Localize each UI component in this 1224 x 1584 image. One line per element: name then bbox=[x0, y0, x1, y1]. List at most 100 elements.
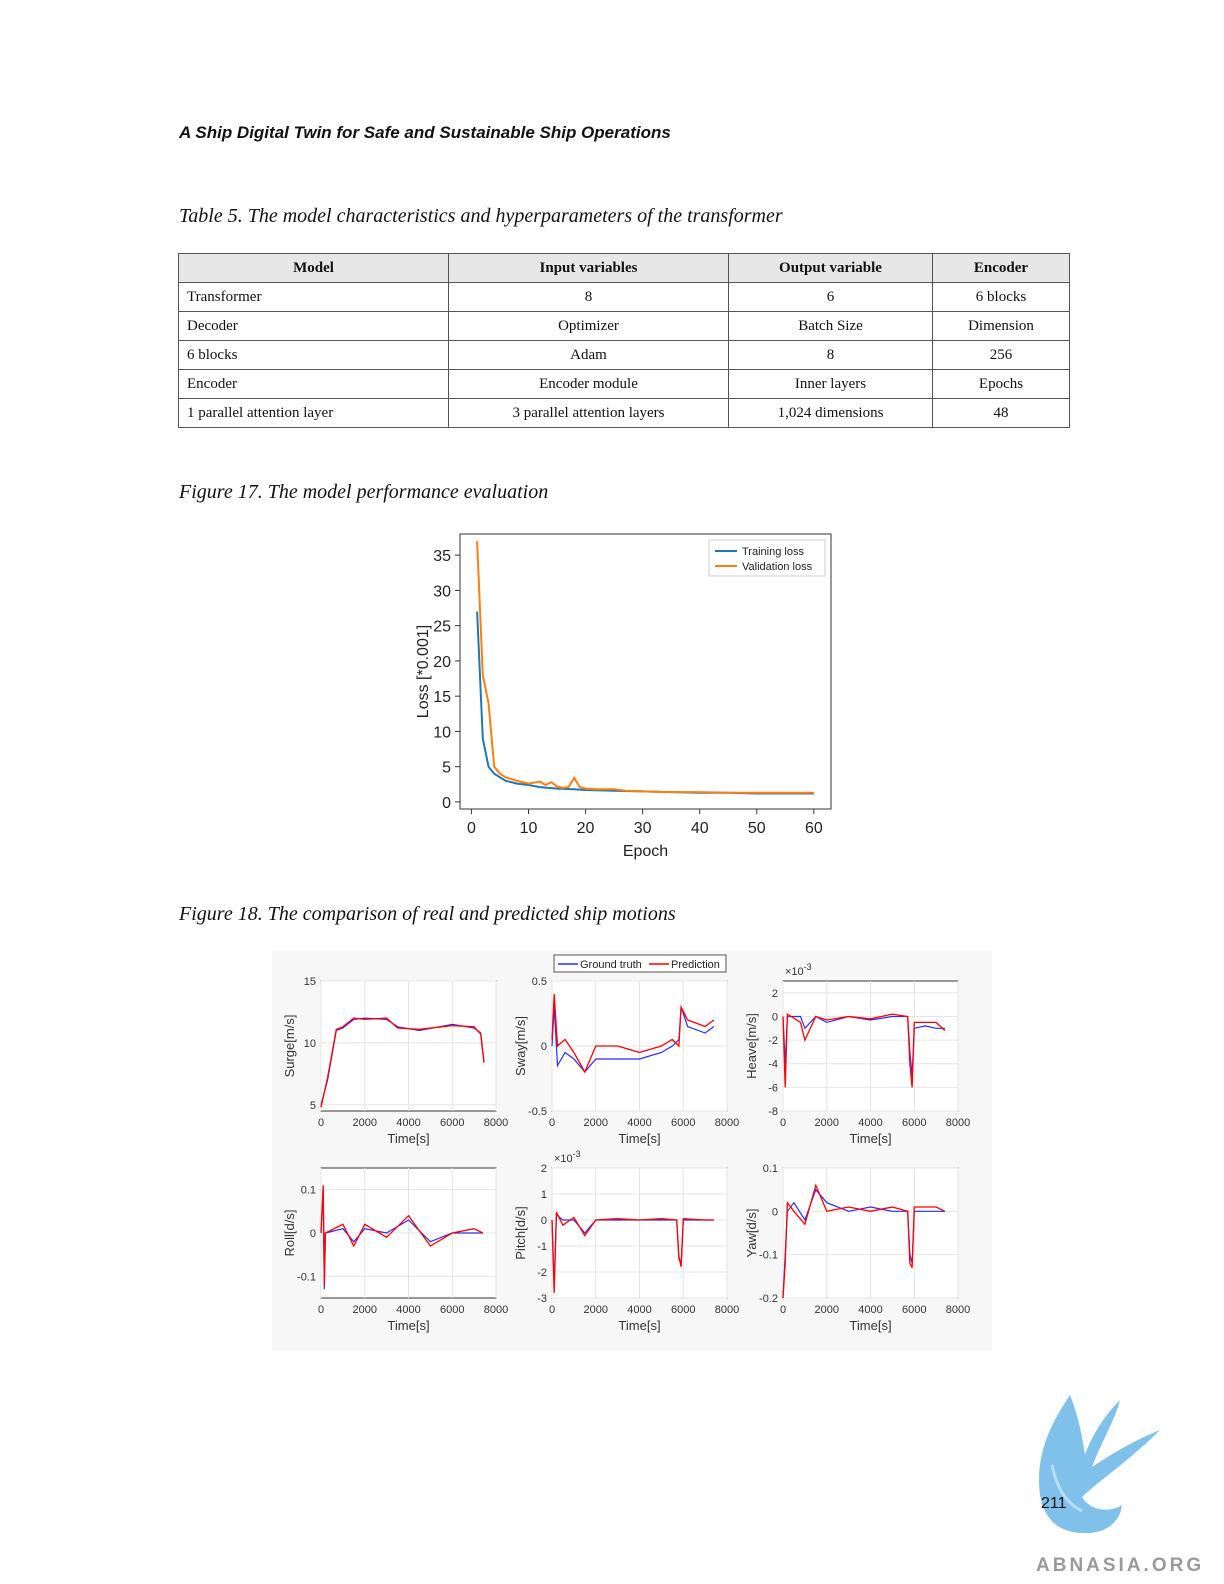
y-tick-label: 0.1 bbox=[763, 1163, 778, 1175]
x-tick-label: 4000 bbox=[858, 1304, 882, 1316]
x-tick-label: 6000 bbox=[902, 1117, 926, 1129]
y-axis-label: Sway[m/s] bbox=[513, 1016, 528, 1076]
y-tick-label: 0 bbox=[541, 1215, 547, 1227]
table-header-row: Model Input variables Output variable En… bbox=[178, 253, 1070, 283]
y-axis-label: Roll[d/s] bbox=[282, 1210, 297, 1257]
y-tick-label: 10 bbox=[304, 1038, 316, 1050]
y-tick-label: -0.1 bbox=[759, 1250, 778, 1262]
legend bbox=[708, 539, 826, 577]
y-tick-label: 0 bbox=[772, 1206, 778, 1218]
table-cell: 8 bbox=[448, 282, 729, 312]
y-tick-label: -0.1 bbox=[297, 1271, 316, 1283]
table-cell: Transformer bbox=[178, 282, 449, 312]
table-cell: Batch Size bbox=[728, 311, 933, 341]
watermark-bird-logo bbox=[1039, 1395, 1160, 1534]
prediction-line bbox=[782, 1012, 946, 1088]
legend-entry: Prediction bbox=[671, 959, 720, 971]
motion-panel: 0 2000 4000 6000 8000 5 10 15 Time[s] Surge[m/s] bbox=[282, 976, 508, 1146]
y-axis-label: Loss [*0.001] bbox=[415, 625, 432, 718]
x-axis-label: Time[s] bbox=[849, 1131, 891, 1146]
page-number: 211 bbox=[1041, 1495, 1067, 1512]
y-tick-label: 0 bbox=[772, 1011, 778, 1023]
prediction-line bbox=[320, 1185, 484, 1286]
x-tick-label: 50 bbox=[748, 820, 766, 837]
x-tick-label: 2000 bbox=[815, 1304, 839, 1316]
table-row: 6 blocks Adam 8 256 bbox=[178, 340, 1070, 370]
table-cell: Inner layers bbox=[728, 369, 933, 399]
x-tick-label: 0 bbox=[467, 820, 476, 837]
y-tick-label: 30 bbox=[433, 583, 451, 600]
y-tick-label: 15 bbox=[433, 689, 451, 706]
table-cell: 256 bbox=[932, 340, 1070, 370]
x-tick-label: 2000 bbox=[584, 1304, 608, 1316]
x-tick-label: 2000 bbox=[584, 1117, 608, 1129]
x-tick-label: 4000 bbox=[858, 1117, 882, 1129]
table-caption: Table 5. The model characteristics and h… bbox=[179, 205, 783, 227]
y-tick-label: 2 bbox=[772, 988, 778, 1000]
table-header-cell: Encoder bbox=[932, 253, 1070, 283]
motion-panel: 0 2000 4000 6000 8000 -0.2 -0.1 0 0.1 Time[s] Yaw[… bbox=[744, 1163, 970, 1333]
table-row: 1 parallel attention layer 3 parallel at… bbox=[178, 398, 1070, 428]
table-cell: 1,024 dimensions bbox=[728, 398, 933, 428]
prediction-line bbox=[782, 1183, 946, 1299]
table-row: Transformer 8 6 6 blocks bbox=[178, 282, 1070, 312]
y-axis-label: Heave[m/s] bbox=[744, 1013, 759, 1079]
table-cell: 6 blocks bbox=[932, 282, 1070, 312]
y-tick-label: -4 bbox=[768, 1059, 778, 1071]
prediction-line bbox=[320, 1017, 485, 1108]
legend-entry: Ground truth bbox=[580, 959, 642, 971]
y-tick-label: 10 bbox=[433, 724, 451, 741]
x-axis-label: Time[s] bbox=[387, 1131, 429, 1146]
x-tick-label: 20 bbox=[577, 820, 595, 837]
watermark-text: ABNASIA.ORG bbox=[1036, 1555, 1205, 1576]
y-tick-label: -8 bbox=[768, 1106, 778, 1118]
y-tick-label: 25 bbox=[433, 619, 451, 636]
x-tick-label: 0 bbox=[549, 1117, 555, 1129]
y-tick-label: 1 bbox=[541, 1189, 547, 1201]
x-tick-label: 2000 bbox=[353, 1117, 377, 1129]
axis-multiplier-exponent: -3 bbox=[573, 1149, 581, 1159]
x-tick-label: 60 bbox=[805, 820, 823, 837]
table-cell: Decoder bbox=[178, 311, 449, 341]
x-tick-label: 6000 bbox=[671, 1304, 695, 1316]
table-cell: 8 bbox=[728, 340, 933, 370]
y-tick-label: 35 bbox=[433, 548, 451, 565]
y-axis-label: Pitch[d/s] bbox=[513, 1206, 528, 1259]
figure18-caption: Figure 18. The comparison of real and pr… bbox=[179, 903, 676, 925]
y-tick-label: -3 bbox=[537, 1293, 547, 1305]
x-axis-label: Time[s] bbox=[618, 1318, 660, 1333]
table-row: Encoder Encoder module Inner layers Epoc… bbox=[178, 369, 1070, 399]
series-line-validation bbox=[476, 541, 814, 794]
table-cell: Encoder module bbox=[448, 369, 729, 399]
hyperparameter-table: Model Input variables Output variable En… bbox=[178, 253, 1070, 428]
y-tick-label: 0 bbox=[310, 1228, 316, 1240]
table-cell: Adam bbox=[448, 340, 729, 370]
x-tick-label: 4000 bbox=[396, 1304, 420, 1316]
x-tick-label: 6000 bbox=[440, 1304, 464, 1316]
prediction-line bbox=[551, 1211, 714, 1293]
motion-panel: 0 2000 4000 6000 8000 -8 -6 -4 -2 0 2 Time[s] Heave[… bbox=[744, 962, 970, 1146]
y-tick-label: -0.5 bbox=[528, 1106, 547, 1118]
y-tick-label: -1 bbox=[537, 1241, 547, 1253]
y-tick-label: 0.5 bbox=[532, 976, 547, 988]
table-header-cell: Input variables bbox=[448, 253, 729, 283]
y-tick-label: 0.1 bbox=[301, 1185, 316, 1197]
y-tick-label: 5 bbox=[442, 760, 451, 777]
running-head: A Ship Digital Twin for Safe and Sustain… bbox=[179, 123, 671, 142]
y-tick-label: 2 bbox=[541, 1163, 547, 1175]
x-tick-label: 30 bbox=[634, 820, 652, 837]
x-tick-label: 8000 bbox=[484, 1304, 508, 1316]
x-tick-label: 0 bbox=[549, 1304, 555, 1316]
table-cell: 6 blocks bbox=[178, 340, 449, 370]
table-cell: 48 bbox=[932, 398, 1070, 428]
x-tick-label: 8000 bbox=[715, 1117, 739, 1129]
x-tick-label: 0 bbox=[318, 1304, 324, 1316]
x-tick-label: 4000 bbox=[627, 1117, 651, 1129]
motion-panel: 0 2000 4000 6000 8000 -0.1 0 0.1 Time[s] Roll[d/s… bbox=[282, 1167, 508, 1333]
axis-multiplier-exponent: -3 bbox=[804, 962, 812, 972]
x-tick-label: 2000 bbox=[353, 1304, 377, 1316]
table-row: Decoder Optimizer Batch Size Dimension bbox=[178, 311, 1070, 341]
x-tick-label: 4000 bbox=[396, 1117, 420, 1129]
table-header-cell: Model bbox=[178, 253, 449, 283]
y-tick-label: -6 bbox=[768, 1082, 778, 1094]
